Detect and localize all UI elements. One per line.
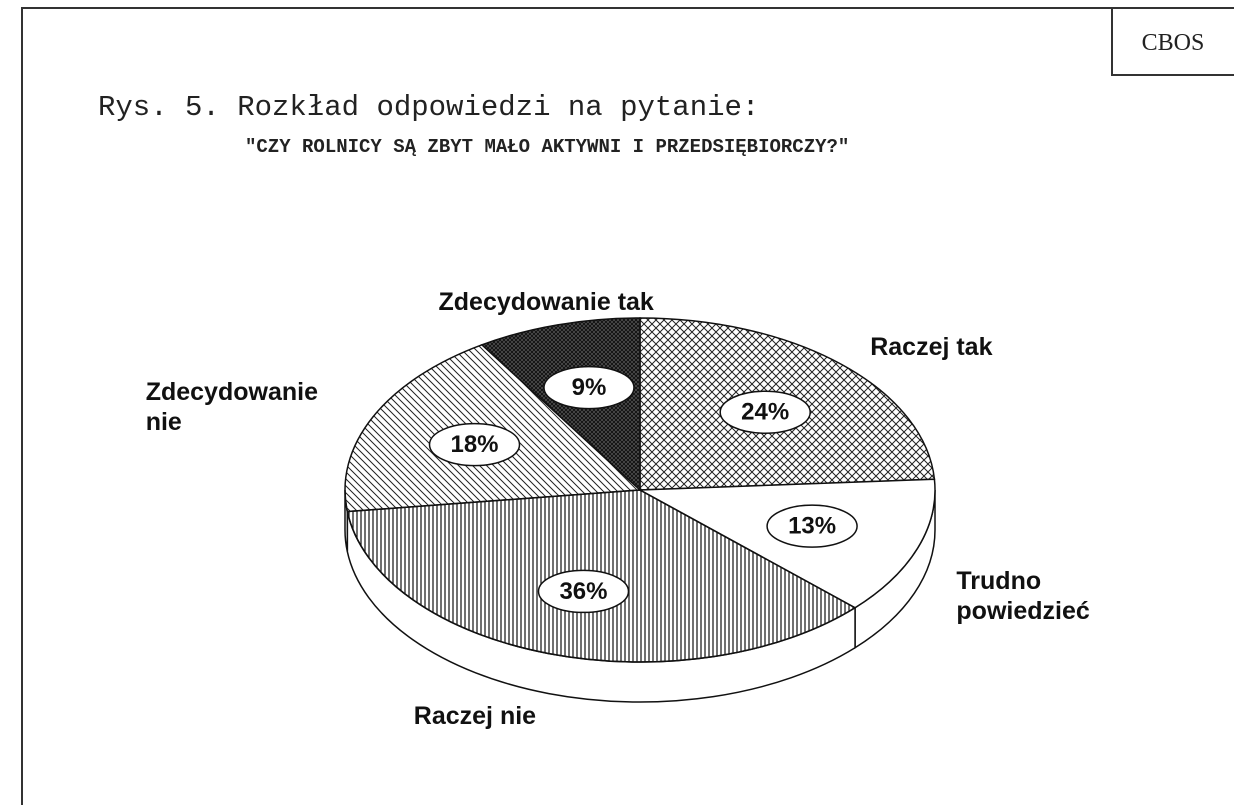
value-label-bg <box>537 569 630 614</box>
category-label: Zdecydowanie tak <box>438 287 654 316</box>
category-label: Raczej tak <box>870 333 993 362</box>
value-label: 13% <box>788 512 836 539</box>
value-label-bg <box>719 390 811 435</box>
value-label: 24% <box>741 399 789 426</box>
category-label: Zdecydowanie nie <box>145 377 318 436</box>
category-label: Trudno powiedzieć <box>956 567 1090 626</box>
value-label-bg <box>543 365 635 410</box>
source: CBOS <box>1142 30 1205 56</box>
value-label-bg <box>766 504 858 548</box>
value-label: 36% <box>559 578 607 605</box>
category-label: Raczej nie <box>413 702 537 731</box>
value-label: 9% <box>572 374 607 401</box>
value-label: 18% <box>450 431 498 458</box>
value-label-bg <box>428 422 521 467</box>
chart-title: Rys. 5. Rozkład odpowiedzi na pytanie: <box>98 91 759 124</box>
source-box <box>1111 8 1234 76</box>
frame <box>21 7 1234 805</box>
chart-subtitle: "CZY ROLNICY SĄ ZBYT MAŁO AKTYWNI I PRZE… <box>245 136 849 158</box>
